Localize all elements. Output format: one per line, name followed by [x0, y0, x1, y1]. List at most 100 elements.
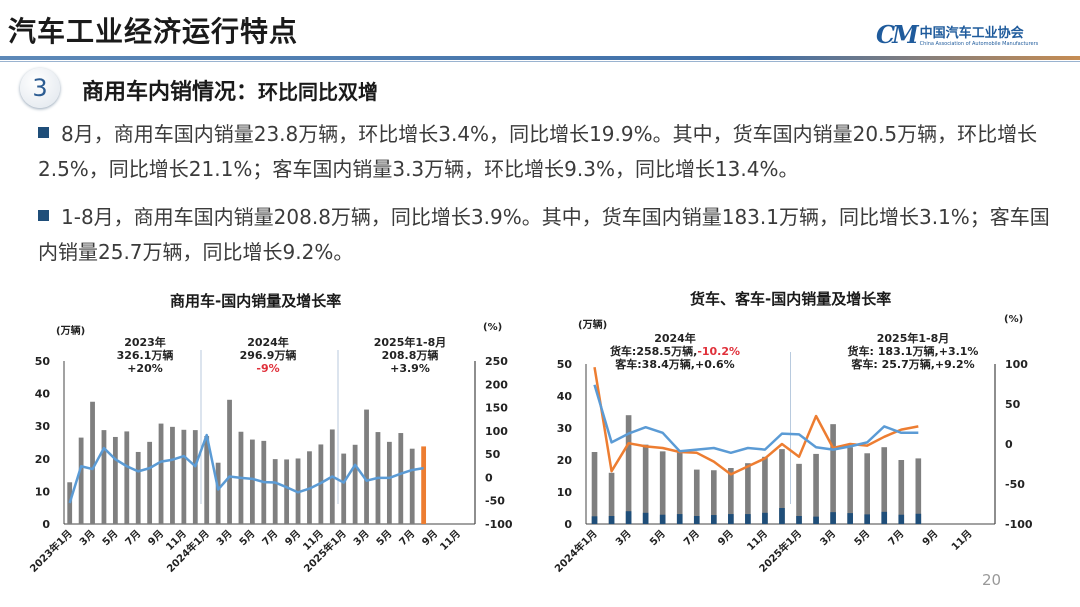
- annotation-line: 296.9万辆: [239, 349, 297, 362]
- chart2-truck-bar: [745, 463, 751, 524]
- chart2-truck-bar: [728, 468, 734, 524]
- chart2-y2-tick-label: 0: [1005, 438, 1013, 451]
- chart1-x-tick-label: 2023年1月: [27, 527, 75, 575]
- chart1-sales-bar: [158, 423, 164, 524]
- chart1-growth-line: [68, 433, 424, 504]
- chart1-annotation-2024: 2024年 296.9万辆 -9%: [218, 336, 318, 375]
- section-title-main: 商用车内销情况：: [82, 80, 259, 105]
- bullet-august: 8月，商用车国内销量23.8万辆，环比增长3.4%，同比增长19.9%。其中，货…: [38, 117, 1058, 187]
- chart2-bus-bar: [762, 512, 768, 524]
- chart1-x-tick-label: 5月: [237, 528, 257, 548]
- chart1-x-tick-label: 9月: [146, 528, 166, 548]
- bullet-jan-aug: 1-8月，商用车国内销量208.8万辆，同比增长3.9%。其中，货车国内销量18…: [38, 200, 1058, 270]
- page-number: 20: [982, 571, 1002, 589]
- chart2-x-tick-label: 9月: [920, 528, 940, 548]
- chart2-y2-tick-label: 50: [1005, 398, 1021, 411]
- annotation-line: +20%: [127, 362, 163, 375]
- chart2-bus-bar: [915, 513, 922, 524]
- caam-logo: CM 中国汽车工业协会 China Association of Automob…: [876, 20, 1038, 49]
- chart1-sales-bar: [170, 426, 175, 524]
- chart2-bus-bar: [676, 514, 683, 524]
- annotation-line: 货车:258.5万辆,: [609, 345, 698, 358]
- chart1-annotation-2023: 2023年 326.1万辆 +20%: [95, 336, 195, 375]
- chart1-y2-tick-label: 150: [485, 402, 508, 415]
- chart2-truck-bar: [676, 452, 683, 524]
- section-number-badge: 3: [20, 68, 60, 108]
- annotation-line: 2025年1-8月: [876, 332, 950, 345]
- chart2-truck-growth-line: [593, 366, 919, 476]
- chart2-bus-bar: [813, 516, 819, 524]
- chart2-bus-bar: [642, 512, 649, 524]
- chart1-y2-tick-label: 250: [485, 355, 508, 368]
- chart2-bus-bar: [779, 508, 785, 524]
- chart1-x-tick-label: 11月: [438, 528, 463, 553]
- chart1-x-tick-label: 3月: [351, 528, 371, 548]
- chart1-y-tick-label: 30: [35, 420, 51, 433]
- chart2-bus-bar: [881, 511, 888, 524]
- chart2-annotation-2024: 2024年 货车:258.5万辆,-10.2% 客车:38.4万辆,+0.6%: [600, 332, 750, 371]
- chart1-annotation-2025: 2025年1-8月 208.8万辆 +3.9%: [360, 336, 460, 375]
- chart2-x-tick-label: 5月: [647, 528, 667, 548]
- chart2-truck-bar: [591, 452, 598, 524]
- chart2-truck-bar: [830, 424, 836, 524]
- chart2-x-tick-label: 11月: [745, 528, 770, 553]
- chart1-sales-bar: [78, 437, 84, 524]
- chart1-x-tick-label: 9月: [420, 528, 440, 548]
- chart1-sales-bar: [386, 441, 392, 524]
- chart2-bus-growth-line: [593, 384, 919, 455]
- chart1-y-tick-label: 20: [35, 453, 51, 466]
- chart1-x-tick-label: 7月: [123, 528, 143, 548]
- chart2-x-tick-label: 5月: [852, 528, 872, 548]
- chart2-truck-bar: [625, 415, 632, 524]
- chart1-sales-bar: [249, 439, 255, 524]
- chart2-bus-bar: [830, 512, 836, 524]
- chart2-x-tick-label: 9月: [715, 528, 735, 548]
- chart2-x-tick-label: 3月: [613, 528, 633, 548]
- chart2-truck-bar: [711, 470, 717, 524]
- chart1-y2-tick-label: -50: [485, 495, 505, 508]
- chart2-truck-bar: [813, 453, 819, 524]
- chart1-y2label: (%): [483, 322, 503, 333]
- chart2-y-tick-label: 0: [564, 518, 572, 531]
- chart2-bus-bar: [608, 516, 615, 524]
- chart1-x-tick-label: 7月: [260, 528, 280, 548]
- chart2-ylabel: (万辆): [578, 320, 608, 331]
- slide-title: 汽车工业经济运行特点: [8, 15, 299, 48]
- annotation-line: 208.8万辆: [381, 349, 439, 362]
- chart2-y2-tick-label: 100: [1005, 358, 1028, 371]
- chart2-bus-bar: [625, 511, 632, 524]
- chart1-sales-bar: [147, 441, 153, 524]
- annotation-line: 2025年1-8月: [373, 336, 447, 349]
- chart2-truck-bar: [659, 451, 666, 524]
- chart1-sales-bar: [272, 459, 278, 524]
- chart2-bus-bar: [745, 514, 751, 524]
- annotation-line: -9%: [256, 362, 280, 375]
- chart2-bus-bar: [728, 514, 734, 524]
- chart1-y-tick-label: 10: [35, 485, 51, 498]
- chart2-bus-bar: [659, 514, 666, 524]
- chart2-truck-bar: [898, 460, 905, 524]
- annotation-line: 2024年: [247, 336, 289, 349]
- chart1-x-tick-label: 5月: [100, 528, 120, 548]
- header-divider: [0, 56, 1080, 60]
- chart2-bus-bar: [693, 516, 700, 524]
- chart2-truck-bar: [915, 458, 922, 524]
- chart1-sales-bar: [135, 451, 141, 524]
- logo-name-en: China Association of Automobile Manufact…: [919, 41, 1039, 47]
- chart2-bus-bar: [796, 516, 802, 524]
- chart2-bus-bar: [898, 514, 905, 524]
- chart2-bus-bar: [847, 513, 853, 524]
- chart2-y-tick-label: 30: [557, 422, 573, 435]
- chart1-sales-bar: [181, 429, 187, 524]
- bullet-text: 1-8月，商用车国内销量208.8万辆，同比增长3.9%。其中，货车国内销量18…: [38, 205, 1050, 264]
- chart1-sales-bar: [90, 401, 95, 524]
- chart2-x-tick-label: 2024年1月: [552, 527, 600, 575]
- chart2-y-tick-label: 40: [557, 390, 573, 403]
- chart2-truck-bar: [847, 447, 853, 524]
- annotation-line: 2024年: [654, 332, 696, 345]
- chart2-y-tick-label: 10: [557, 486, 573, 499]
- chart1-sales-bar: [341, 453, 347, 524]
- annotation-line: 326.1万辆: [116, 349, 174, 362]
- chart1-sales-bar: [398, 433, 404, 524]
